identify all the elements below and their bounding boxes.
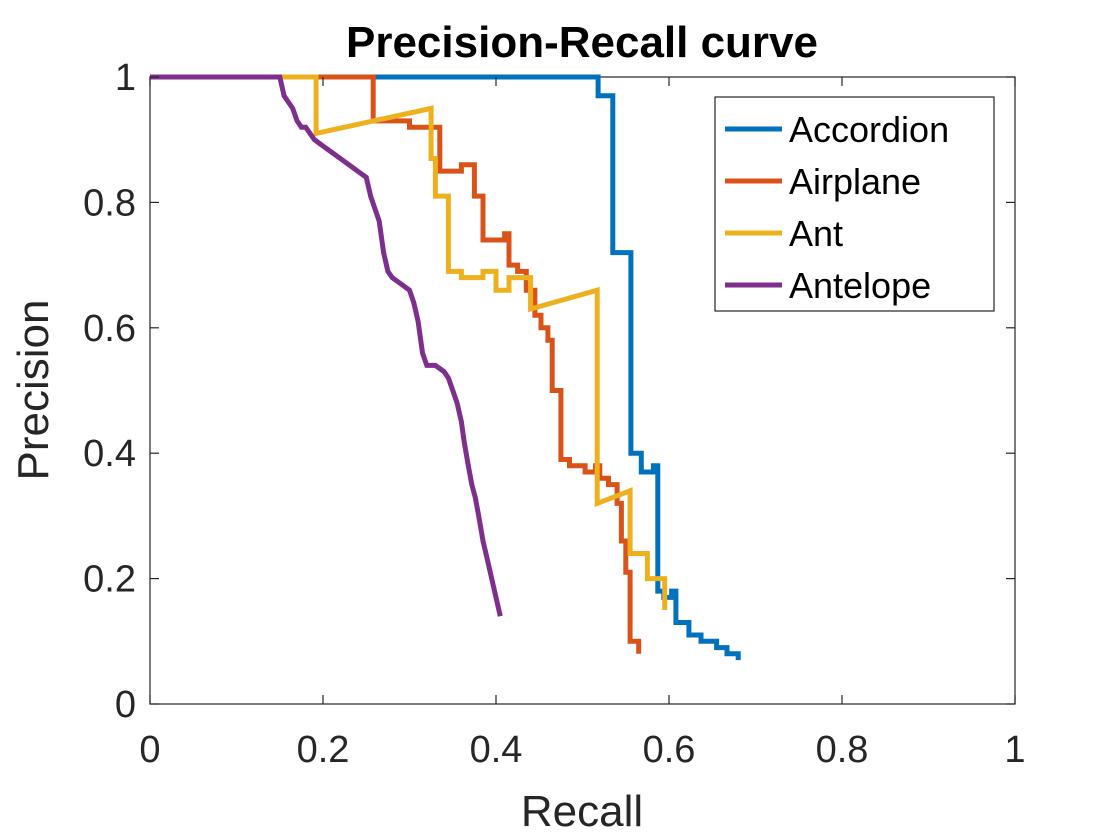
legend-label-ant: Ant xyxy=(789,213,843,254)
legend-label-antelope: Antelope xyxy=(789,265,931,306)
y-tick-label: 0.2 xyxy=(83,559,136,601)
y-tick-label: 0.8 xyxy=(83,182,136,224)
x-tick-label: 1 xyxy=(1004,729,1025,771)
x-tick-label: 0.6 xyxy=(643,729,696,771)
series-line-ant xyxy=(150,74,668,610)
y-axis-label: Precision xyxy=(9,300,58,481)
legend-label-airplane: Airplane xyxy=(789,161,921,202)
series-layer xyxy=(150,74,741,661)
legend-items: Accordion Airplane Ant Antelope xyxy=(725,109,949,306)
legend: Accordion Airplane Ant Antelope xyxy=(714,96,995,312)
chart-title: Precision-Recall curve xyxy=(346,18,818,67)
x-tick-label: 0.2 xyxy=(297,729,350,771)
y-tick-label: 0.6 xyxy=(83,308,136,350)
x-axis-label: Recall xyxy=(521,787,643,836)
x-tick-label: 0.4 xyxy=(470,729,523,771)
series-line-antelope xyxy=(150,74,503,617)
y-tick-label: 1 xyxy=(115,57,136,99)
legend-box xyxy=(714,96,995,312)
legend-label-accordion: Accordion xyxy=(789,109,949,150)
x-tick-label: 0 xyxy=(139,729,160,771)
y-tick-label: 0.4 xyxy=(83,433,136,475)
ticks-layer: 0 0.2 0.4 0.6 0.8 1 0 0.2 0.4 0.6 0.8 1 xyxy=(83,57,1025,771)
x-tick-label: 0.8 xyxy=(816,729,869,771)
y-tick-label: 0 xyxy=(115,684,136,726)
